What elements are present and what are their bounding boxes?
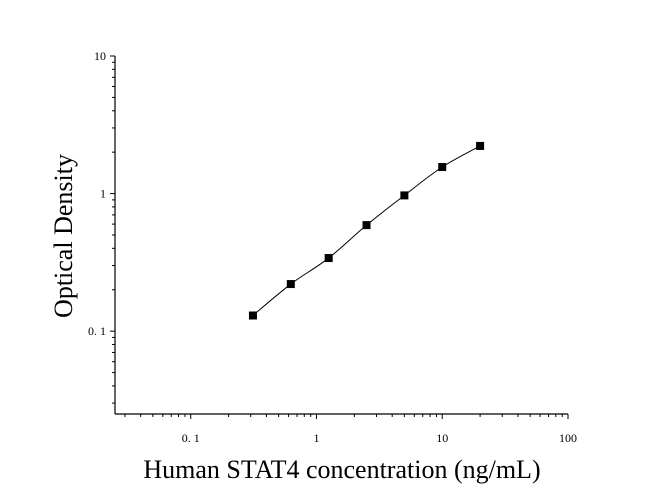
- fit-line: [252, 145, 481, 316]
- data-point: [476, 141, 485, 150]
- data-point: [362, 221, 371, 230]
- y-tick-label: 10: [94, 49, 106, 63]
- y-tick-label: 1: [100, 187, 106, 201]
- data-point: [400, 191, 409, 200]
- axes: [114, 56, 568, 415]
- x-axis-label: Human STAT4 concentration (ng/mL): [143, 455, 540, 484]
- y-tick-label: 0. 1: [88, 324, 106, 338]
- data-point: [324, 254, 333, 263]
- data-point: [286, 280, 295, 289]
- y-axis-label: Optical Density: [49, 154, 78, 318]
- x-tick-label: 10: [436, 431, 448, 445]
- ticks: 0. 1 1 10 100 0. 1 1 10: [88, 49, 577, 445]
- x-tick-label: 1: [313, 431, 319, 445]
- data-point: [248, 311, 257, 320]
- fit-curve: [252, 145, 481, 316]
- x-tick-label: 0. 1: [182, 431, 200, 445]
- data-point: [438, 163, 447, 172]
- x-tick-label: 100: [559, 431, 577, 445]
- data-points: [248, 141, 485, 320]
